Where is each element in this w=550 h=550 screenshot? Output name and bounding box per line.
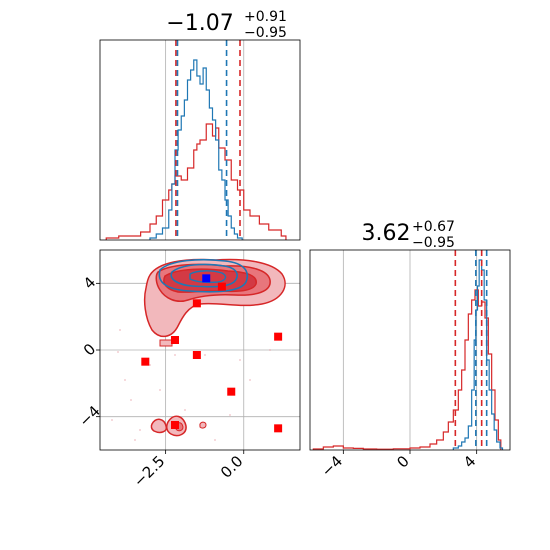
title-value: −1.07 bbox=[166, 11, 233, 36]
marker-blue bbox=[202, 274, 211, 283]
marker-red bbox=[217, 282, 226, 291]
title-lower: −0.95 bbox=[412, 235, 455, 251]
x-tick-label: −4 bbox=[318, 452, 346, 480]
contour-red-island bbox=[159, 339, 173, 347]
contour-blue-outer bbox=[158, 258, 249, 293]
x-tick-label: 0 bbox=[393, 452, 412, 471]
marker-red bbox=[171, 336, 179, 344]
marker-red bbox=[274, 332, 283, 341]
title-lower: −0.95 bbox=[244, 25, 287, 41]
marker-red bbox=[227, 387, 236, 396]
panel-border bbox=[99, 39, 301, 241]
contour-blue-inner bbox=[170, 263, 238, 288]
title-value: 3.62 bbox=[362, 221, 411, 246]
x-tick-label: 4 bbox=[460, 452, 479, 471]
marker-red bbox=[274, 424, 283, 433]
x-tick-label: 0.0 bbox=[217, 452, 247, 482]
title-upper: +0.91 bbox=[244, 9, 287, 25]
scatter-points bbox=[111, 329, 271, 441]
contour-red-island bbox=[150, 418, 168, 434]
contour-blue-core bbox=[189, 270, 227, 284]
title-upper: +0.67 bbox=[412, 219, 455, 235]
histogram-red bbox=[105, 123, 287, 240]
panel-title: 3.62 bbox=[362, 221, 411, 246]
marker-red bbox=[192, 299, 201, 308]
panel-joint-contour: −2.5 0.0−404 bbox=[75, 249, 301, 491]
x-tick-label: −2.5 bbox=[130, 452, 168, 490]
panel-param2-histogram: −4 0 4 3.62 +0.67 −0.95 bbox=[309, 219, 511, 480]
histogram-blue bbox=[452, 259, 504, 450]
marker-red bbox=[192, 351, 201, 359]
y-tick-label: −4 bbox=[75, 402, 103, 430]
marker-red bbox=[171, 421, 179, 429]
histogram-blue bbox=[149, 59, 243, 240]
contour-red-island bbox=[199, 421, 207, 429]
panel-title: −1.07 bbox=[166, 11, 233, 36]
panel-param1-histogram: −1.07 +0.91 −0.95 bbox=[99, 9, 301, 241]
marker-red bbox=[141, 357, 150, 366]
